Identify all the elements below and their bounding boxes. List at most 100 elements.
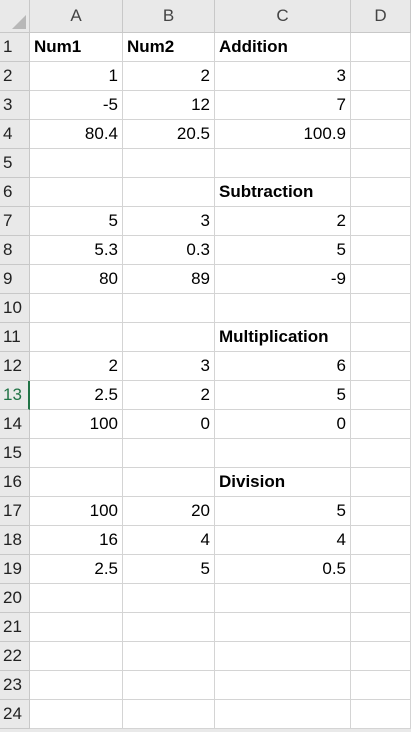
row-header-11[interactable]: 11 bbox=[0, 323, 30, 352]
cell-b9[interactable]: 89 bbox=[123, 265, 215, 294]
cell-c19[interactable]: 0.5 bbox=[215, 555, 351, 584]
cell-a22[interactable] bbox=[30, 642, 123, 671]
cell-a24[interactable] bbox=[30, 700, 123, 729]
row-header-3[interactable]: 3 bbox=[0, 91, 30, 120]
cell-c8[interactable]: 5 bbox=[215, 236, 351, 265]
row-header-21[interactable]: 21 bbox=[0, 613, 30, 642]
cell-b5[interactable] bbox=[123, 149, 215, 178]
cell-c2[interactable]: 3 bbox=[215, 62, 351, 91]
cell-d3[interactable] bbox=[351, 91, 411, 120]
cell-a14[interactable]: 100 bbox=[30, 410, 123, 439]
select-all-corner[interactable] bbox=[0, 0, 30, 33]
cell-b3[interactable]: 12 bbox=[123, 91, 215, 120]
cell-b4[interactable]: 20.5 bbox=[123, 120, 215, 149]
cell-a3[interactable]: -5 bbox=[30, 91, 123, 120]
cell-d5[interactable] bbox=[351, 149, 411, 178]
cell-d13[interactable] bbox=[351, 381, 411, 410]
cell-d22[interactable] bbox=[351, 642, 411, 671]
row-header-23[interactable]: 23 bbox=[0, 671, 30, 700]
cell-d24[interactable] bbox=[351, 700, 411, 729]
cell-a18[interactable]: 16 bbox=[30, 526, 123, 555]
cell-b2[interactable]: 2 bbox=[123, 62, 215, 91]
cell-c5[interactable] bbox=[215, 149, 351, 178]
cell-c16[interactable]: Division bbox=[215, 468, 351, 497]
cell-d14[interactable] bbox=[351, 410, 411, 439]
cell-c11[interactable]: Multiplication bbox=[215, 323, 351, 352]
cell-c14[interactable]: 0 bbox=[215, 410, 351, 439]
cell-a2[interactable]: 1 bbox=[30, 62, 123, 91]
cell-b6[interactable] bbox=[123, 178, 215, 207]
cell-d17[interactable] bbox=[351, 497, 411, 526]
cell-b13[interactable]: 2 bbox=[123, 381, 215, 410]
cell-a6[interactable] bbox=[30, 178, 123, 207]
row-header-15[interactable]: 15 bbox=[0, 439, 30, 468]
cell-b16[interactable] bbox=[123, 468, 215, 497]
cell-a21[interactable] bbox=[30, 613, 123, 642]
cell-a17[interactable]: 100 bbox=[30, 497, 123, 526]
row-header-24[interactable]: 24 bbox=[0, 700, 30, 729]
cell-c18[interactable]: 4 bbox=[215, 526, 351, 555]
cell-c6[interactable]: Subtraction bbox=[215, 178, 351, 207]
cell-a10[interactable] bbox=[30, 294, 123, 323]
cell-d21[interactable] bbox=[351, 613, 411, 642]
cell-d10[interactable] bbox=[351, 294, 411, 323]
cell-c20[interactable] bbox=[215, 584, 351, 613]
row-header-16[interactable]: 16 bbox=[0, 468, 30, 497]
cell-c9[interactable]: -9 bbox=[215, 265, 351, 294]
cell-c13[interactable]: 5 bbox=[215, 381, 351, 410]
cell-a19[interactable]: 2.5 bbox=[30, 555, 123, 584]
cell-a8[interactable]: 5.3 bbox=[30, 236, 123, 265]
row-header-20[interactable]: 20 bbox=[0, 584, 30, 613]
row-header-7[interactable]: 7 bbox=[0, 207, 30, 236]
row-header-22[interactable]: 22 bbox=[0, 642, 30, 671]
row-header-19[interactable]: 19 bbox=[0, 555, 30, 584]
column-header-d[interactable]: D bbox=[351, 0, 411, 33]
cell-a16[interactable] bbox=[30, 468, 123, 497]
cell-d8[interactable] bbox=[351, 236, 411, 265]
cell-b7[interactable]: 3 bbox=[123, 207, 215, 236]
cell-b1[interactable]: Num2 bbox=[123, 33, 215, 62]
column-header-c[interactable]: C bbox=[215, 0, 351, 33]
row-header-2[interactable]: 2 bbox=[0, 62, 30, 91]
row-header-8[interactable]: 8 bbox=[0, 236, 30, 265]
cell-b23[interactable] bbox=[123, 671, 215, 700]
cell-a12[interactable]: 2 bbox=[30, 352, 123, 381]
cell-b15[interactable] bbox=[123, 439, 215, 468]
cell-b18[interactable]: 4 bbox=[123, 526, 215, 555]
cell-d23[interactable] bbox=[351, 671, 411, 700]
cell-b21[interactable] bbox=[123, 613, 215, 642]
row-header-12[interactable]: 12 bbox=[0, 352, 30, 381]
cell-c10[interactable] bbox=[215, 294, 351, 323]
column-header-a[interactable]: A bbox=[30, 0, 123, 33]
row-header-13[interactable]: 13 bbox=[0, 381, 30, 410]
cell-d15[interactable] bbox=[351, 439, 411, 468]
cell-d11[interactable] bbox=[351, 323, 411, 352]
cell-c1[interactable]: Addition bbox=[215, 33, 351, 62]
cell-d16[interactable] bbox=[351, 468, 411, 497]
cell-b14[interactable]: 0 bbox=[123, 410, 215, 439]
row-header-6[interactable]: 6 bbox=[0, 178, 30, 207]
cell-c12[interactable]: 6 bbox=[215, 352, 351, 381]
cell-d4[interactable] bbox=[351, 120, 411, 149]
row-header-5[interactable]: 5 bbox=[0, 149, 30, 178]
row-header-9[interactable]: 9 bbox=[0, 265, 30, 294]
cell-c3[interactable]: 7 bbox=[215, 91, 351, 120]
row-header-17[interactable]: 17 bbox=[0, 497, 30, 526]
cell-d1[interactable] bbox=[351, 33, 411, 62]
cell-a23[interactable] bbox=[30, 671, 123, 700]
row-header-10[interactable]: 10 bbox=[0, 294, 30, 323]
row-header-1[interactable]: 1 bbox=[0, 33, 30, 62]
cell-c7[interactable]: 2 bbox=[215, 207, 351, 236]
cell-d6[interactable] bbox=[351, 178, 411, 207]
cell-d9[interactable] bbox=[351, 265, 411, 294]
column-header-b[interactable]: B bbox=[123, 0, 215, 33]
cell-a5[interactable] bbox=[30, 149, 123, 178]
cell-c17[interactable]: 5 bbox=[215, 497, 351, 526]
cell-b22[interactable] bbox=[123, 642, 215, 671]
cell-a20[interactable] bbox=[30, 584, 123, 613]
cell-b24[interactable] bbox=[123, 700, 215, 729]
cell-a13[interactable]: 2.5 bbox=[30, 381, 123, 410]
cell-d12[interactable] bbox=[351, 352, 411, 381]
cell-d19[interactable] bbox=[351, 555, 411, 584]
cell-b19[interactable]: 5 bbox=[123, 555, 215, 584]
